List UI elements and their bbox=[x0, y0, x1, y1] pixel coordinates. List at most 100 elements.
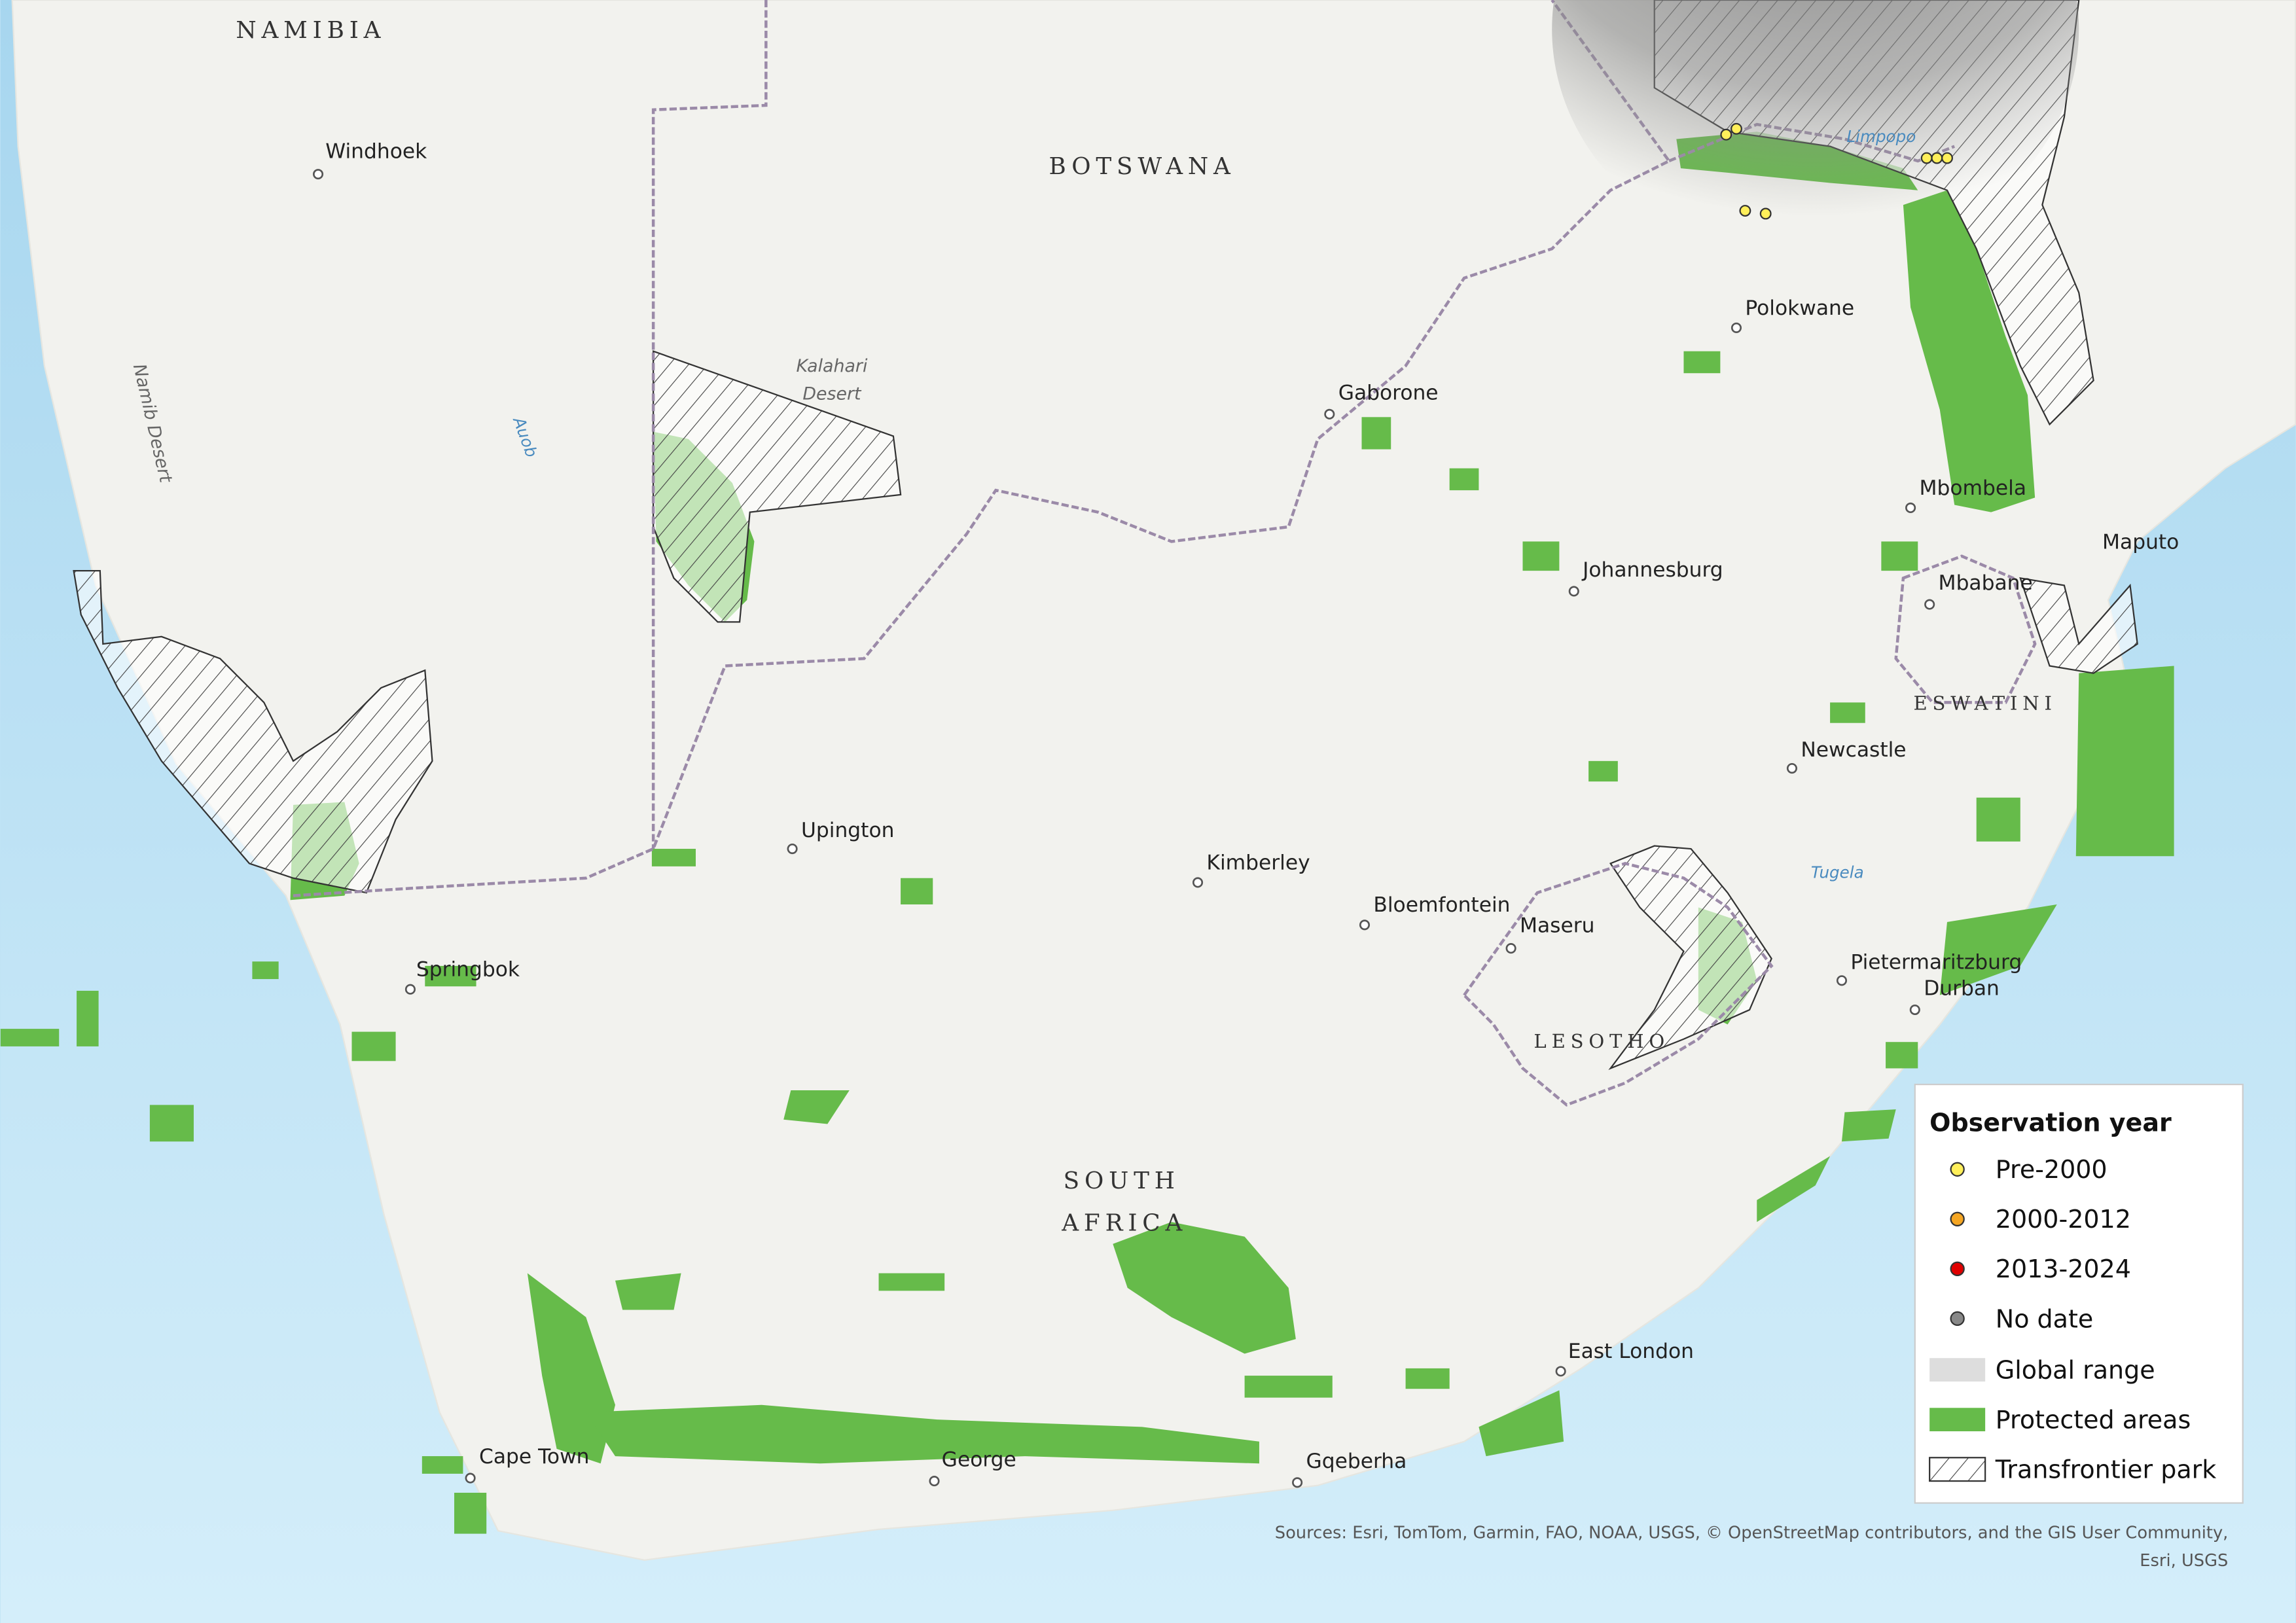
city-dot bbox=[1505, 943, 1516, 954]
country-label: ESWATINI bbox=[1913, 692, 2056, 715]
observation-point bbox=[1739, 205, 1751, 217]
city-label: Bloemfontein bbox=[1373, 893, 1510, 917]
city-label: Gaborone bbox=[1338, 381, 1439, 404]
protected-area bbox=[454, 1492, 487, 1534]
protected-area bbox=[586, 1404, 1259, 1464]
city-label: Cape Town bbox=[479, 1445, 589, 1469]
border bbox=[1462, 862, 1774, 1107]
legend-label: Transfrontier park bbox=[1995, 1455, 2217, 1484]
cities: Windhoek Gaborone Polokwane Mbombela Map… bbox=[312, 140, 2179, 1488]
protected-area bbox=[1588, 760, 1618, 782]
river-label: Tugela bbox=[1811, 863, 1864, 882]
city-label: Mbombela bbox=[1920, 476, 2027, 500]
transfrontier-park bbox=[73, 570, 433, 894]
sources: Sources: Esri, TomTom, Garmin, FAO, NOAA… bbox=[1275, 1523, 2229, 1543]
legend-symbol bbox=[1950, 1162, 1965, 1177]
protected-area bbox=[1903, 190, 2036, 512]
city-dot bbox=[1731, 322, 1742, 333]
protected-area bbox=[0, 1029, 60, 1046]
feature-label: Desert bbox=[802, 383, 862, 404]
city-label: Maputo bbox=[2102, 531, 2179, 554]
observation-point bbox=[1720, 128, 1732, 141]
city-dot bbox=[1292, 1477, 1303, 1488]
city-label: George bbox=[942, 1448, 1016, 1472]
observations bbox=[1720, 122, 1953, 220]
legend-label: 2000-2012 bbox=[1996, 1205, 2131, 1234]
legend-label: 2013-2024 bbox=[1996, 1255, 2131, 1283]
legend-label: Protected areas bbox=[1996, 1406, 2191, 1435]
city-dot bbox=[1924, 599, 1935, 610]
city-dot bbox=[465, 1472, 476, 1484]
city-dot bbox=[1568, 586, 1579, 597]
protected-area bbox=[783, 1090, 850, 1124]
legend-label: No date bbox=[1996, 1304, 2093, 1333]
city-label: East London bbox=[1568, 1340, 1694, 1363]
legend-symbol bbox=[1929, 1457, 1986, 1482]
country-label: NAMIBIA bbox=[236, 17, 386, 44]
city-dot bbox=[312, 169, 324, 180]
protected-area bbox=[1939, 904, 2057, 995]
protected-area bbox=[252, 961, 279, 980]
country-label: LESOTHO bbox=[1534, 1030, 1670, 1052]
legend-symbol bbox=[1929, 1358, 1986, 1382]
protected-area bbox=[1976, 797, 2020, 842]
city-dot bbox=[1786, 762, 1797, 774]
city-label: Johannesburg bbox=[1581, 558, 1723, 582]
protected-area bbox=[1244, 1376, 1333, 1398]
country-label: AFRICA bbox=[1061, 1210, 1187, 1237]
city-label: Springbok bbox=[416, 958, 520, 982]
legend-symbol bbox=[1950, 1211, 1965, 1226]
city-label: Upington bbox=[801, 819, 894, 842]
observation-point bbox=[1920, 152, 1933, 164]
city-dot bbox=[787, 843, 798, 855]
protected-area bbox=[1841, 1109, 1896, 1142]
city-dot bbox=[929, 1476, 940, 1487]
protected-area bbox=[1522, 541, 1560, 571]
city-label: Newcastle bbox=[1801, 738, 1906, 762]
legend-label: Pre-2000 bbox=[1996, 1155, 2108, 1184]
protected-area bbox=[1881, 541, 1918, 571]
transfrontier-park bbox=[653, 350, 902, 623]
border bbox=[293, 0, 1672, 897]
legend-symbol bbox=[1929, 1408, 1986, 1432]
observation-point bbox=[1931, 152, 1943, 164]
protected-area bbox=[1757, 1156, 1831, 1222]
transfrontier-park bbox=[1608, 845, 1772, 1070]
city-dot bbox=[1905, 502, 1916, 514]
legend-box bbox=[1914, 1083, 2244, 1504]
observation-point bbox=[1941, 152, 1953, 164]
city-dot bbox=[404, 984, 416, 995]
city-label: Polokwane bbox=[1745, 296, 1854, 320]
protected-area bbox=[615, 1273, 681, 1310]
city-label: Pietermaritzburg bbox=[1850, 950, 2022, 974]
city-label: Gqeberha bbox=[1306, 1450, 1407, 1473]
protected-area bbox=[878, 1273, 945, 1291]
protected-area bbox=[1361, 417, 1391, 450]
protected-area bbox=[425, 965, 476, 987]
sources: Esri, USGS bbox=[2140, 1551, 2228, 1571]
city-dot bbox=[1836, 975, 1848, 986]
protected-area bbox=[1886, 1042, 1918, 1069]
legend: Observation year Pre-2000 2000-2012 2013… bbox=[1914, 1083, 2244, 1504]
city-dot bbox=[1192, 877, 1204, 888]
city-label: Kimberley bbox=[1206, 851, 1310, 874]
global-range bbox=[1552, 0, 2079, 264]
protected-area bbox=[351, 1031, 396, 1061]
protected-area bbox=[2075, 666, 2174, 857]
legend-label: Global range bbox=[1996, 1356, 2155, 1385]
observation-point bbox=[1759, 207, 1772, 220]
city-label: Mbabane bbox=[1939, 571, 2033, 595]
city-dot bbox=[1909, 1004, 1920, 1016]
country-label: BOTSWANA bbox=[1049, 153, 1235, 180]
protected-area bbox=[901, 878, 933, 905]
protected-area bbox=[1113, 1222, 1296, 1354]
country-label: SOUTH bbox=[1064, 1168, 1180, 1194]
city-label: Maseru bbox=[1520, 914, 1594, 937]
legend-title: Observation year bbox=[1929, 1109, 2172, 1137]
protected-area bbox=[149, 1105, 194, 1142]
protected-area bbox=[1683, 351, 1721, 374]
border bbox=[1894, 554, 2037, 704]
observation-point bbox=[1731, 122, 1742, 135]
